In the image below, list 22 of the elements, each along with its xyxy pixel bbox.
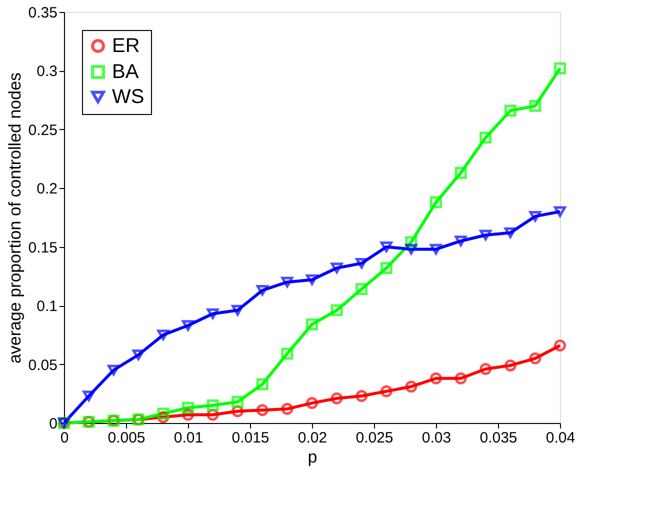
x-tick-label: 0.005 (108, 430, 146, 446)
y-tick-label: 0.25 (28, 122, 58, 139)
x-tick-label: 0.04 (546, 430, 576, 446)
legend-label: ER (112, 35, 140, 57)
y-axis-title: average proportion of controlled nodes (5, 72, 24, 364)
x-tick-label: 0.03 (422, 430, 452, 446)
y-tick-label: 0.35 (28, 4, 58, 22)
y-tick-label: 0.05 (28, 356, 58, 374)
y-tick-label: 0 (49, 416, 58, 432)
legend-label: BA (112, 61, 140, 83)
legend-label: WS (112, 86, 144, 108)
x-tick-label: 0.015 (232, 430, 270, 446)
x-tick-label: 0.025 (356, 430, 394, 446)
y-tick-label: 0.3 (36, 63, 58, 80)
x-axis-title: p (308, 448, 318, 466)
x-tick-label: 0.02 (298, 430, 328, 446)
y-tick-label: 0.15 (28, 239, 58, 256)
x-tick-label: 0.01 (174, 430, 204, 446)
y-tick-label: 0.1 (36, 298, 58, 316)
x-tick-label: 0 (60, 430, 69, 446)
x-tick-label: 0.035 (480, 430, 518, 446)
y-tick-label: 0.2 (36, 180, 58, 198)
